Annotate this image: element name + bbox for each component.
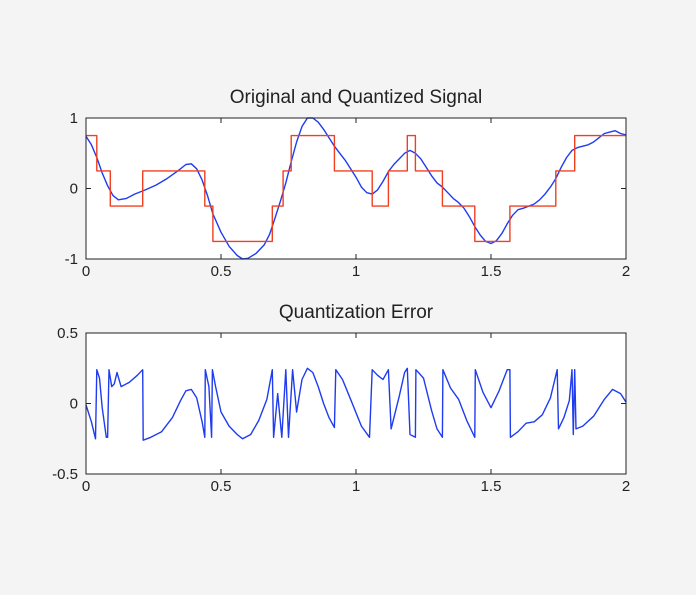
signal-x-tick-label: 0 bbox=[82, 263, 90, 280]
error-x-tick-label: 1.5 bbox=[481, 478, 502, 495]
error-error-line bbox=[85, 367, 627, 441]
error-y-tick-label: 0 bbox=[70, 396, 78, 413]
signal-plot-area bbox=[86, 118, 626, 259]
error-x-tick-label: 0.5 bbox=[211, 478, 232, 495]
signal-x-tick-label: 0.5 bbox=[211, 263, 232, 280]
signal-plot-title: Original and Quantized Signal bbox=[230, 87, 482, 108]
error-x-tick-label: 0 bbox=[82, 478, 90, 495]
signal-plot: 0 0.5 1 1.5 210-1 Original and Quantized Sig… bbox=[65, 87, 631, 280]
signal-quantized-line bbox=[86, 134, 626, 243]
error-plot: 0 0.5 1 1.5 20.50-0.5 Quantization Error bbox=[52, 302, 630, 495]
error-y-tick-label: 0.5 bbox=[57, 325, 78, 342]
error-x-tick-label: 1 bbox=[352, 478, 360, 495]
signal-x-tick-label: 1.5 bbox=[481, 263, 502, 280]
signal-y-tick-label: 1 bbox=[70, 110, 78, 127]
signal-y-tick-label: -1 bbox=[65, 251, 78, 268]
error-plot-area bbox=[86, 333, 626, 474]
error-plot-title: Quantization Error bbox=[279, 302, 434, 323]
error-y-tick-label: -0.5 bbox=[52, 466, 78, 483]
error-x-tick-label: 2 bbox=[622, 478, 630, 495]
signal-x-tick-label: 1 bbox=[352, 263, 360, 280]
signal-original-line bbox=[85, 117, 627, 260]
signal-y-tick-label: 0 bbox=[70, 181, 78, 198]
signal-x-tick-label: 2 bbox=[622, 263, 630, 280]
